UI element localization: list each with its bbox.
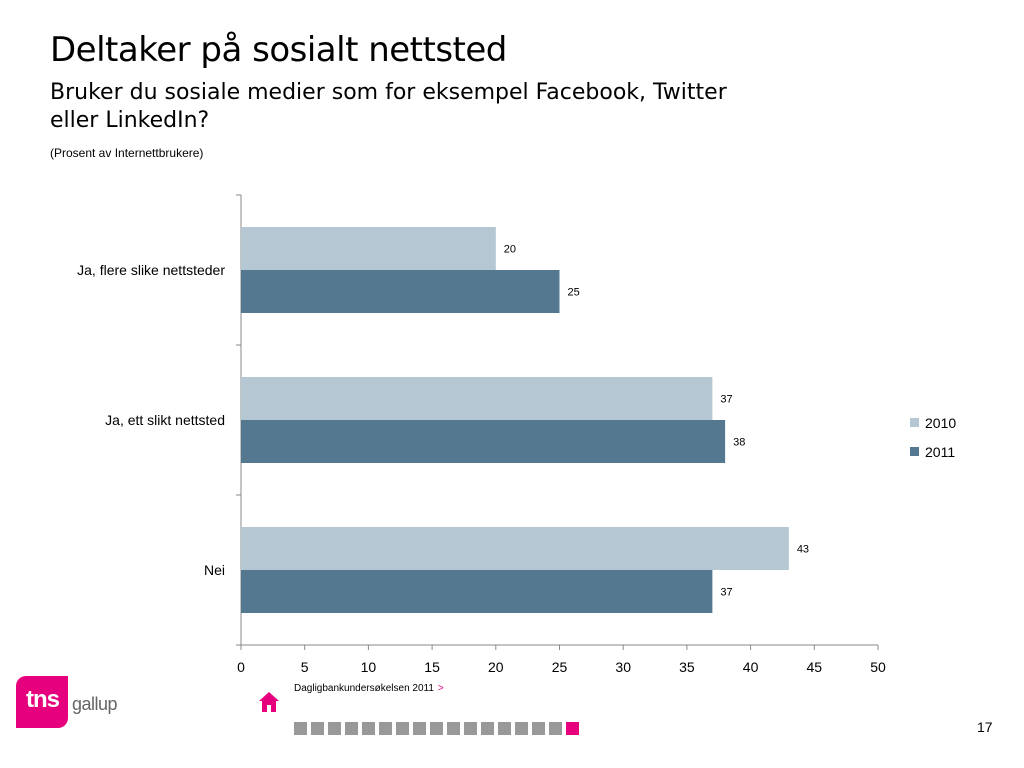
bar-2011: [241, 420, 726, 463]
chart-note: (Prosent av Internettbrukere): [50, 146, 204, 160]
progress-square[interactable]: [430, 722, 443, 735]
source-line: Dagligbankundersøkelsen 2011 >: [294, 683, 444, 694]
legend-label-2010: 2010: [925, 414, 957, 431]
chart-legend: 2010 2011: [910, 408, 956, 466]
legend-label-2011: 2011: [925, 443, 956, 460]
legend-item-2011: 2011: [910, 437, 956, 466]
data-label-2011: 38: [733, 437, 745, 449]
progress-square[interactable]: [515, 722, 528, 735]
progress-square-current[interactable]: [566, 722, 579, 735]
bar-2010: [241, 377, 713, 420]
progress-square[interactable]: [362, 722, 375, 735]
logo-box: tns: [16, 676, 68, 728]
source-text: Dagligbankundersøkelsen 2011: [294, 683, 434, 694]
data-label-2011: 37: [720, 587, 732, 599]
legend-swatch-2010: [910, 418, 919, 427]
tns-gallup-logo: tns gallup: [16, 676, 118, 728]
x-tick-label: 5: [301, 659, 309, 675]
x-tick-label: 25: [552, 659, 568, 675]
x-tick-label: 40: [743, 659, 759, 675]
x-tick-label: 30: [615, 659, 631, 675]
progress-square[interactable]: [396, 722, 409, 735]
data-label-2010: 43: [797, 544, 809, 556]
source-arrow-link[interactable]: >: [437, 683, 444, 694]
slide-progress-indicator: [294, 722, 583, 735]
category-label: Ja, ett slikt nettsted: [105, 412, 225, 428]
progress-square[interactable]: [464, 722, 477, 735]
x-tick-label: 0: [237, 659, 245, 675]
progress-square[interactable]: [345, 722, 358, 735]
bar-2011: [241, 270, 560, 313]
x-tick-label: 50: [870, 659, 886, 675]
data-label-2010: 37: [720, 394, 732, 406]
category-label: Ja, flere slike nettsteder: [77, 262, 225, 278]
category-label: Nei: [204, 562, 225, 578]
x-tick-label: 15: [424, 659, 440, 675]
page-title: Deltaker på sosialt nettsted: [50, 30, 507, 70]
progress-square[interactable]: [481, 722, 494, 735]
progress-square[interactable]: [294, 722, 307, 735]
progress-square[interactable]: [311, 722, 324, 735]
legend-item-2010: 2010: [910, 408, 956, 437]
legend-swatch-2011: [910, 447, 919, 456]
bar-2010: [241, 227, 496, 270]
data-label-2010: 20: [504, 244, 516, 256]
progress-square[interactable]: [413, 722, 426, 735]
x-tick-label: 20: [488, 659, 504, 675]
page-subtitle: Bruker du sosiale medier som for eksempe…: [50, 80, 727, 133]
page-number: 17: [977, 719, 993, 735]
x-tick-label: 45: [807, 659, 823, 675]
progress-square[interactable]: [447, 722, 460, 735]
bar-2010: [241, 527, 789, 570]
bar-2011: [241, 570, 713, 613]
progress-square[interactable]: [549, 722, 562, 735]
progress-square[interactable]: [328, 722, 341, 735]
logo-gallup-text: gallup: [72, 694, 118, 714]
x-tick-label: 35: [679, 659, 695, 675]
logo-tns-text: tns: [26, 686, 60, 713]
progress-square[interactable]: [532, 722, 545, 735]
x-tick-label: 10: [361, 659, 377, 675]
data-label-2011: 25: [568, 287, 580, 299]
progress-square[interactable]: [379, 722, 392, 735]
home-icon[interactable]: [258, 691, 280, 713]
progress-square[interactable]: [498, 722, 511, 735]
